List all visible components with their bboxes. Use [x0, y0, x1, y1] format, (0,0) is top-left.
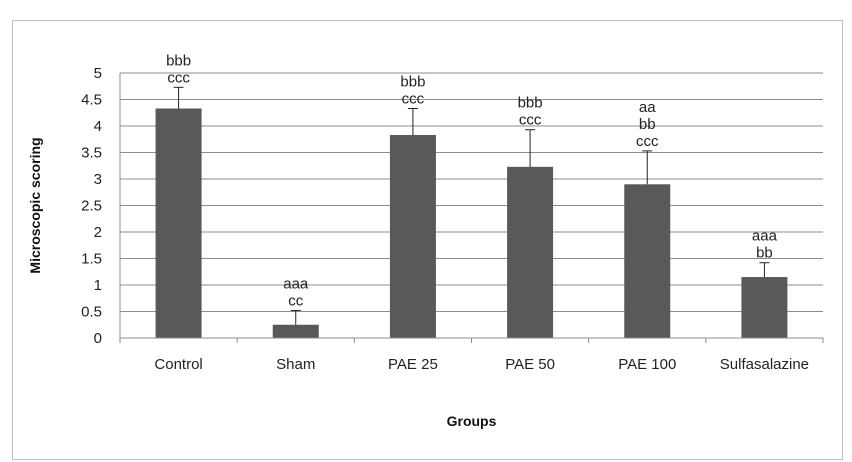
- x-tick-label: PAE 50: [505, 356, 555, 373]
- x-tick-label: Sulfasalazine: [720, 356, 809, 373]
- x-axis-title: Groups: [447, 413, 497, 429]
- y-tick-label: 3.5: [81, 145, 102, 162]
- significance-label: bbb: [400, 74, 425, 91]
- y-tick-label: 3: [94, 171, 102, 188]
- x-tick-label: Control: [154, 356, 202, 373]
- y-tick-label: 1: [94, 277, 102, 294]
- y-tick-label: 2: [94, 224, 102, 241]
- x-tick-labels: Control Sham PAE 25 PAE 50 PAE 100 Sulfasalaz…: [154, 356, 809, 373]
- significance-label: ccc: [519, 112, 542, 129]
- bar: [741, 277, 788, 338]
- x-tick-label: PAE 25: [388, 356, 438, 373]
- y-axis-title: Microscopic scoring: [27, 137, 43, 273]
- x-tick-label: PAE 100: [618, 356, 676, 373]
- y-tick-label: 4.5: [81, 92, 102, 109]
- y-tick-labels: 0 0.5 1 1.5 2 2.5 3 3.5 4 4.5 5: [81, 65, 102, 347]
- significance-label: aaa: [752, 228, 778, 245]
- gridlines: [119, 72, 824, 343]
- bar: [624, 184, 671, 338]
- significance-label: cc: [288, 292, 304, 309]
- y-tick-label: 4: [94, 118, 102, 135]
- y-tick-label: 5: [94, 65, 102, 82]
- significance-label: bb: [639, 116, 656, 133]
- y-tick-label: 1.5: [81, 251, 102, 268]
- bar: [389, 135, 436, 338]
- y-tick-label: 2.5: [81, 198, 102, 215]
- significance-label: aaa: [283, 275, 309, 292]
- bar: [507, 166, 554, 338]
- bars: [155, 108, 788, 338]
- error-bars: [173, 86, 770, 325]
- chart-frame: [12, 20, 843, 460]
- significance-label: bbb: [518, 95, 543, 112]
- significance-label: bb: [756, 245, 773, 262]
- significance-label: aa: [639, 99, 656, 116]
- x-tick-label: Sham: [276, 356, 315, 373]
- significance-label: ccc: [402, 91, 425, 108]
- bar: [155, 108, 202, 338]
- significance-label: bbb: [166, 52, 191, 69]
- bar: [272, 324, 319, 338]
- y-tick-label: 0: [94, 330, 102, 347]
- significance-label: ccc: [636, 133, 659, 150]
- significance-label: ccc: [167, 69, 190, 86]
- y-tick-label: 0.5: [81, 304, 102, 321]
